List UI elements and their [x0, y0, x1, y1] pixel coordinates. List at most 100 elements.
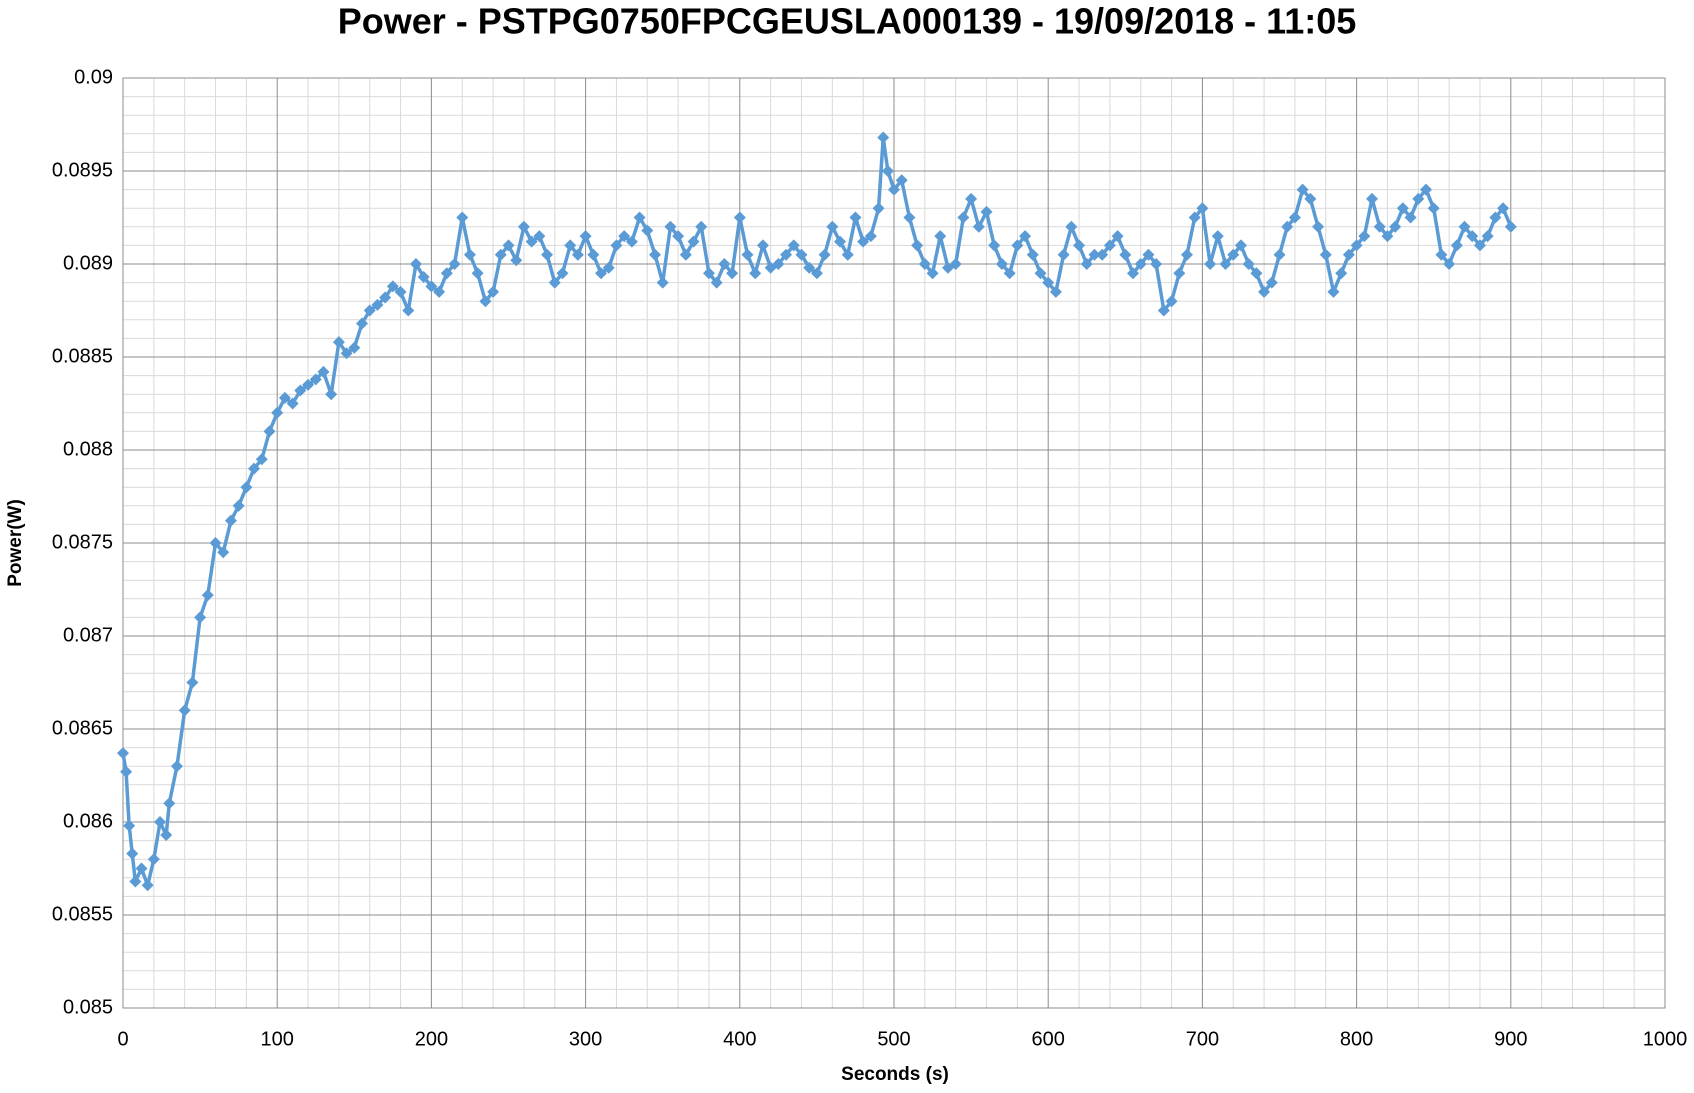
- data-point: [1165, 295, 1178, 308]
- data-point: [702, 267, 715, 280]
- data-point: [1412, 192, 1425, 205]
- data-point: [433, 285, 446, 298]
- y-tick-label: 0.0855: [52, 903, 113, 925]
- data-point: [278, 391, 291, 404]
- data-point: [579, 230, 592, 243]
- data-point: [741, 248, 754, 261]
- data-point: [1080, 258, 1093, 270]
- y-tick-label: 0.09: [74, 66, 113, 88]
- y-axis-title: Power(W): [5, 499, 26, 587]
- data-point: [1288, 211, 1301, 224]
- data-point: [826, 220, 839, 233]
- data-point: [1427, 202, 1440, 215]
- data-point: [895, 174, 908, 187]
- data-point: [1019, 230, 1032, 243]
- y-tick-label: 0.0895: [52, 159, 113, 181]
- data-point: [332, 336, 345, 349]
- data-point: [302, 378, 315, 391]
- data-point: [1173, 267, 1186, 280]
- data-point: [1389, 220, 1402, 233]
- data-point: [672, 230, 685, 243]
- data-point: [1026, 248, 1039, 261]
- data-point: [687, 235, 700, 248]
- data-point: [648, 248, 661, 261]
- data-point: [1180, 248, 1193, 261]
- data-point: [409, 258, 422, 270]
- data-point: [857, 235, 870, 248]
- data-point: [795, 248, 808, 261]
- data-point: [363, 304, 376, 317]
- data-point: [386, 280, 399, 293]
- data-point: [154, 816, 167, 828]
- data-point: [1242, 258, 1255, 270]
- data-point: [463, 248, 476, 261]
- y-tick-label: 0.0865: [52, 717, 113, 739]
- data-point: [695, 220, 708, 233]
- data-point: [135, 862, 148, 875]
- x-tick-label: 0: [117, 1028, 128, 1050]
- data-point: [881, 165, 894, 177]
- data-point: [587, 248, 600, 261]
- data-point: [780, 248, 793, 261]
- data-point: [1042, 276, 1055, 289]
- data-point: [456, 211, 469, 224]
- data-point: [980, 205, 993, 218]
- data-point: [541, 248, 554, 261]
- data-point: [911, 239, 924, 252]
- data-point: [872, 202, 885, 215]
- data-point: [325, 388, 338, 401]
- data-point: [1404, 211, 1417, 224]
- x-tick-label: 800: [1340, 1028, 1373, 1050]
- data-point: [926, 267, 939, 280]
- data-point: [656, 276, 669, 289]
- data-point: [1157, 304, 1170, 317]
- data-point: [1335, 267, 1348, 280]
- data-point: [1065, 220, 1078, 233]
- data-point: [1450, 239, 1463, 252]
- data-point: [733, 211, 746, 224]
- data-point: [1319, 248, 1332, 261]
- data-point: [123, 819, 136, 832]
- data-point: [1419, 183, 1432, 196]
- data-point: [1466, 230, 1479, 243]
- data-point: [510, 254, 523, 267]
- data-point: [1443, 258, 1456, 270]
- data-point: [625, 235, 638, 248]
- data-point: [1366, 192, 1379, 205]
- x-tick-label: 600: [1032, 1028, 1065, 1050]
- x-tick-label: 900: [1494, 1028, 1527, 1050]
- data-point: [1489, 211, 1502, 224]
- x-tick-label: 100: [261, 1028, 294, 1050]
- data-point: [248, 462, 261, 475]
- data-point: [1119, 248, 1132, 261]
- data-point: [1003, 267, 1016, 280]
- data-point: [787, 239, 800, 252]
- x-tick-label: 200: [415, 1028, 448, 1050]
- data-point: [1497, 202, 1510, 215]
- data-point: [425, 280, 438, 293]
- data-point: [240, 481, 253, 494]
- data-point: [1096, 248, 1109, 261]
- data-point: [1327, 285, 1340, 298]
- data-point: [479, 295, 492, 308]
- y-tick-label: 0.086: [63, 810, 113, 832]
- plot-border: [122, 77, 1666, 1009]
- data-point: [1211, 230, 1224, 243]
- data-point: [356, 317, 369, 330]
- data-point: [533, 230, 546, 243]
- data-point: [1034, 267, 1047, 280]
- data-point: [849, 211, 862, 224]
- data-point: [1358, 230, 1371, 243]
- data-point: [1150, 258, 1163, 270]
- x-tick-label: 500: [877, 1028, 910, 1050]
- data-point: [1250, 267, 1263, 280]
- data-point: [271, 406, 284, 419]
- data-point: [371, 298, 384, 311]
- data-point: [502, 239, 515, 252]
- data-point: [417, 271, 430, 284]
- data-point: [263, 425, 276, 438]
- data-point: [1103, 239, 1116, 252]
- data-point: [525, 235, 538, 248]
- data-point: [1127, 267, 1140, 280]
- data-point: [255, 453, 268, 466]
